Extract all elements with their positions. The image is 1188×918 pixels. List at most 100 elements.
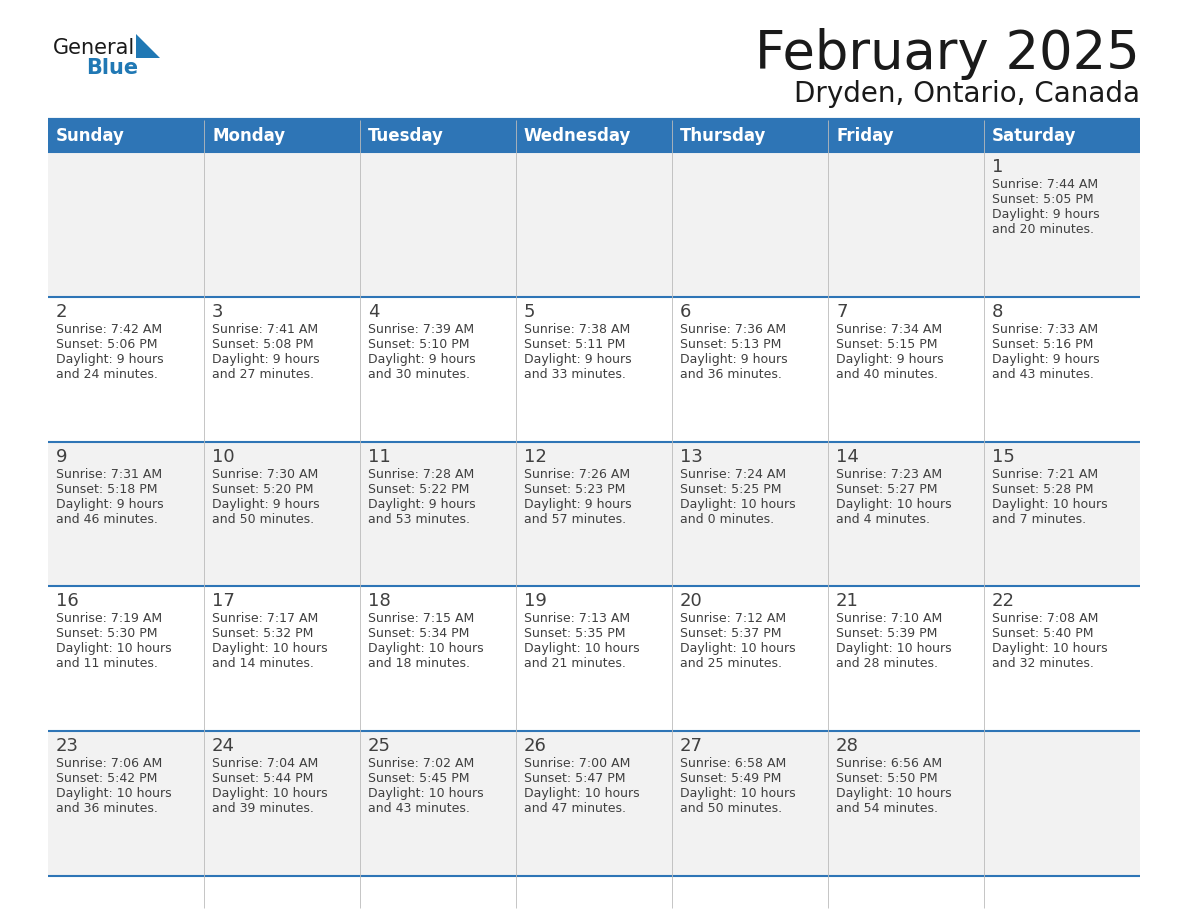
Text: General: General (53, 38, 135, 58)
Text: Blue: Blue (86, 58, 138, 78)
Text: Sunset: 5:05 PM: Sunset: 5:05 PM (992, 193, 1094, 206)
Text: 17: 17 (211, 592, 235, 610)
Text: Sunrise: 7:02 AM: Sunrise: 7:02 AM (368, 757, 474, 770)
Text: Sunrise: 7:21 AM: Sunrise: 7:21 AM (992, 467, 1098, 481)
Bar (516, 152, 672, 297)
Text: and 36 minutes.: and 36 minutes. (56, 802, 158, 815)
Text: Sunset: 5:28 PM: Sunset: 5:28 PM (992, 483, 1093, 496)
Text: Daylight: 10 hours: Daylight: 10 hours (836, 498, 952, 510)
Text: Sunrise: 7:34 AM: Sunrise: 7:34 AM (836, 323, 942, 336)
Text: 19: 19 (524, 592, 546, 610)
Text: and 50 minutes.: and 50 minutes. (211, 512, 314, 526)
Text: Daylight: 9 hours: Daylight: 9 hours (524, 498, 632, 510)
Bar (672, 732, 828, 876)
Text: Sunset: 5:08 PM: Sunset: 5:08 PM (211, 338, 314, 351)
Text: Sunrise: 7:23 AM: Sunrise: 7:23 AM (836, 467, 942, 481)
Text: 16: 16 (56, 592, 78, 610)
Text: Sunrise: 7:24 AM: Sunrise: 7:24 AM (680, 467, 786, 481)
Text: Daylight: 10 hours: Daylight: 10 hours (211, 643, 328, 655)
Text: Sunrise: 7:19 AM: Sunrise: 7:19 AM (56, 612, 162, 625)
Text: Daylight: 10 hours: Daylight: 10 hours (992, 498, 1107, 510)
Bar (672, 152, 828, 297)
Text: Sunset: 5:10 PM: Sunset: 5:10 PM (368, 338, 469, 351)
Text: and 50 minutes.: and 50 minutes. (680, 802, 782, 815)
Text: Daylight: 9 hours: Daylight: 9 hours (992, 353, 1100, 365)
Text: Sunrise: 6:58 AM: Sunrise: 6:58 AM (680, 757, 786, 770)
Text: Daylight: 10 hours: Daylight: 10 hours (680, 498, 796, 510)
Polygon shape (135, 34, 160, 58)
Text: and 54 minutes.: and 54 minutes. (836, 802, 939, 815)
Text: 21: 21 (836, 592, 859, 610)
Text: Sunrise: 7:10 AM: Sunrise: 7:10 AM (836, 612, 942, 625)
Text: 6: 6 (680, 303, 691, 320)
Text: 11: 11 (368, 448, 391, 465)
Text: 3: 3 (211, 303, 223, 320)
Text: and 47 minutes.: and 47 minutes. (524, 802, 626, 815)
Text: and 27 minutes.: and 27 minutes. (211, 368, 314, 381)
Text: Sunset: 5:47 PM: Sunset: 5:47 PM (524, 772, 626, 785)
Text: and 40 minutes.: and 40 minutes. (836, 368, 939, 381)
Text: Daylight: 9 hours: Daylight: 9 hours (992, 208, 1100, 221)
Bar (828, 587, 984, 732)
Bar (828, 297, 984, 442)
Text: Friday: Friday (836, 127, 893, 145)
Text: 27: 27 (680, 737, 703, 756)
Text: 26: 26 (524, 737, 546, 756)
Text: and 46 minutes.: and 46 minutes. (56, 512, 158, 526)
Text: and 43 minutes.: and 43 minutes. (368, 802, 470, 815)
Text: Sunset: 5:23 PM: Sunset: 5:23 PM (524, 483, 625, 496)
Text: Daylight: 10 hours: Daylight: 10 hours (524, 788, 639, 800)
Text: Sunset: 5:35 PM: Sunset: 5:35 PM (524, 627, 626, 641)
Text: and 30 minutes.: and 30 minutes. (368, 368, 470, 381)
Text: Daylight: 10 hours: Daylight: 10 hours (836, 643, 952, 655)
Text: Sunrise: 7:31 AM: Sunrise: 7:31 AM (56, 467, 162, 481)
Bar (984, 732, 1140, 876)
Text: Sunrise: 7:12 AM: Sunrise: 7:12 AM (680, 612, 786, 625)
Bar (984, 442, 1140, 587)
Text: Wednesday: Wednesday (524, 127, 631, 145)
Text: Daylight: 10 hours: Daylight: 10 hours (368, 788, 484, 800)
Text: Daylight: 9 hours: Daylight: 9 hours (524, 353, 632, 365)
Text: Sunrise: 7:04 AM: Sunrise: 7:04 AM (211, 757, 318, 770)
Bar (828, 732, 984, 876)
Text: Daylight: 10 hours: Daylight: 10 hours (211, 788, 328, 800)
Text: and 11 minutes.: and 11 minutes. (56, 657, 158, 670)
Text: Sunset: 5:27 PM: Sunset: 5:27 PM (836, 483, 937, 496)
Text: Sunset: 5:49 PM: Sunset: 5:49 PM (680, 772, 782, 785)
Bar (672, 297, 828, 442)
Bar (204, 732, 360, 876)
Bar (360, 120, 516, 152)
Text: Sunrise: 7:39 AM: Sunrise: 7:39 AM (368, 323, 474, 336)
Text: 20: 20 (680, 592, 703, 610)
Text: Daylight: 9 hours: Daylight: 9 hours (680, 353, 788, 365)
Bar (204, 152, 360, 297)
Text: Daylight: 9 hours: Daylight: 9 hours (211, 498, 320, 510)
Bar (204, 442, 360, 587)
Text: 28: 28 (836, 737, 859, 756)
Text: Daylight: 10 hours: Daylight: 10 hours (992, 643, 1107, 655)
Bar (48, 297, 204, 442)
Text: 25: 25 (368, 737, 391, 756)
Bar (516, 442, 672, 587)
Text: Daylight: 9 hours: Daylight: 9 hours (56, 353, 164, 365)
Text: and 57 minutes.: and 57 minutes. (524, 512, 626, 526)
Bar (48, 442, 204, 587)
Text: Sunset: 5:40 PM: Sunset: 5:40 PM (992, 627, 1093, 641)
Text: and 28 minutes.: and 28 minutes. (836, 657, 939, 670)
Text: and 21 minutes.: and 21 minutes. (524, 657, 626, 670)
Text: 12: 12 (524, 448, 546, 465)
Bar (828, 152, 984, 297)
Text: Sunset: 5:11 PM: Sunset: 5:11 PM (524, 338, 625, 351)
Text: Daylight: 9 hours: Daylight: 9 hours (368, 353, 475, 365)
Bar (672, 587, 828, 732)
Text: Sunset: 5:15 PM: Sunset: 5:15 PM (836, 338, 937, 351)
Text: and 39 minutes.: and 39 minutes. (211, 802, 314, 815)
Text: 15: 15 (992, 448, 1015, 465)
Bar (984, 297, 1140, 442)
Text: Thursday: Thursday (680, 127, 766, 145)
Text: and 0 minutes.: and 0 minutes. (680, 512, 775, 526)
Bar (48, 152, 204, 297)
Text: Sunrise: 6:56 AM: Sunrise: 6:56 AM (836, 757, 942, 770)
Text: Dryden, Ontario, Canada: Dryden, Ontario, Canada (794, 80, 1140, 108)
Bar (204, 120, 360, 152)
